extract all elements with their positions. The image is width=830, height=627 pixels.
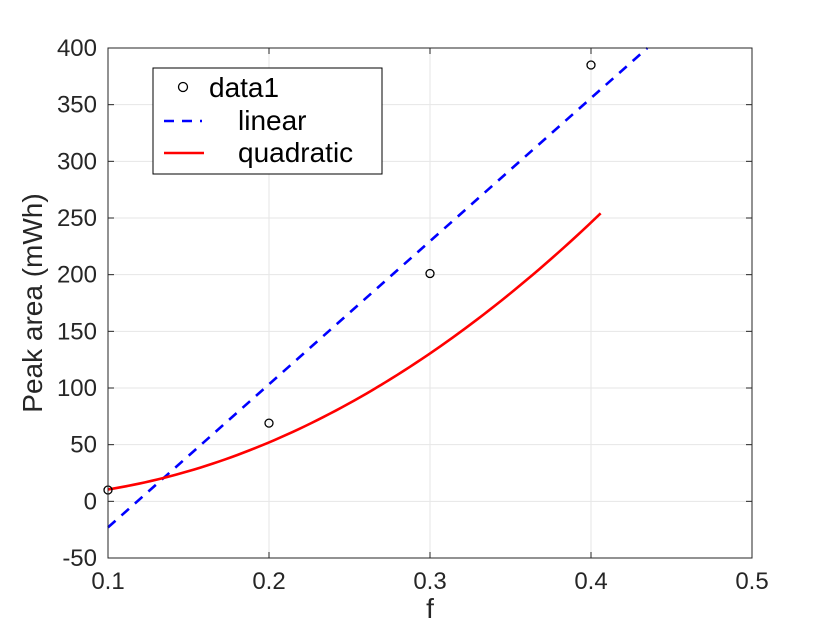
data-point <box>425 268 435 279</box>
legend-marker-data1 <box>177 81 189 93</box>
linear-fit-line <box>107 47 649 529</box>
y-tick-label: 0 <box>84 488 97 515</box>
data-point <box>586 60 596 70</box>
legend-label-data1: data1 <box>209 72 279 103</box>
x-tick-label: 0.5 <box>735 568 768 595</box>
x-tick-label: 0.1 <box>91 568 124 595</box>
x-tick-label: 0.3 <box>413 568 446 595</box>
data-point <box>264 418 274 428</box>
y-tick-label: 300 <box>57 148 97 175</box>
tick-labels: 0.1 0.2 0.3 0.4 0.5 -50 0 50 100 150 200 250 300 350 4… <box>57 35 769 595</box>
y-tick-label: -50 <box>62 545 97 572</box>
y-tick-label: 350 <box>57 92 97 119</box>
y-tick-label: 250 <box>57 205 97 232</box>
quadratic-fit-curve <box>107 212 602 491</box>
ticks <box>107 47 753 559</box>
series-layer <box>103 47 649 529</box>
x-axis-label: f <box>426 593 434 624</box>
legend: data1 linear quadratic <box>152 67 383 175</box>
legend-label-quadratic: quadratic <box>238 137 353 168</box>
y-axis-label: Peak area (mWh) <box>17 193 48 412</box>
y-tick-label: 200 <box>57 262 97 289</box>
x-tick-label: 0.2 <box>252 568 285 595</box>
x-tick-label: 0.4 <box>574 568 607 595</box>
y-tick-label: 150 <box>57 318 97 345</box>
legend-label-linear: linear <box>238 105 306 136</box>
y-tick-label: 100 <box>57 375 97 402</box>
y-tick-label: 400 <box>57 35 97 62</box>
y-tick-label: 50 <box>70 432 97 459</box>
